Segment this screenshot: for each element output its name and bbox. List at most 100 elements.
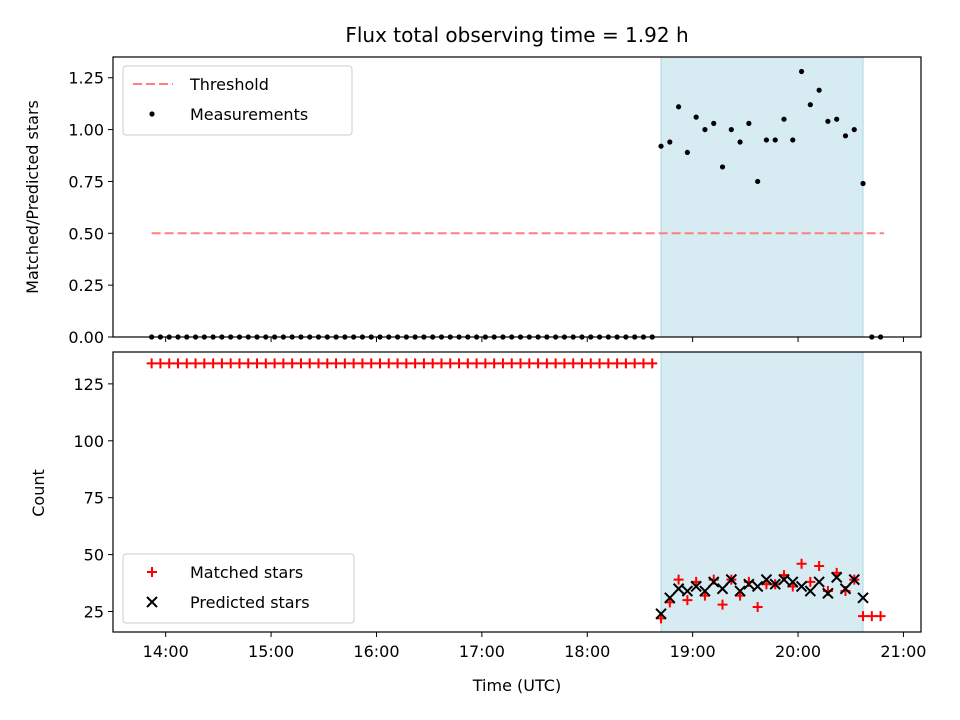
data-point	[708, 576, 720, 588]
data-point	[462, 358, 473, 369]
data-point	[234, 358, 245, 369]
x-tick-label: 16:00	[353, 642, 399, 661]
data-point	[374, 358, 385, 369]
data-point	[684, 149, 690, 156]
data-point	[383, 358, 394, 369]
data-point	[787, 576, 799, 588]
data-point	[252, 358, 263, 369]
data-point	[839, 583, 852, 595]
data-point	[313, 358, 324, 369]
data-point	[348, 358, 359, 369]
data-point	[445, 358, 456, 369]
data-point	[620, 358, 631, 369]
data-point	[667, 139, 673, 145]
data-point	[427, 358, 438, 369]
data-point	[796, 558, 807, 569]
data-point	[559, 358, 570, 369]
data-point	[594, 358, 605, 369]
data-point	[857, 592, 869, 604]
data-point	[781, 116, 787, 122]
data-point	[693, 114, 699, 120]
data-point	[805, 576, 816, 587]
data-point	[851, 126, 857, 133]
data-point	[401, 358, 412, 369]
top-y-axis-label: Matched/Predicted stars	[23, 100, 42, 294]
x-tick-label: 19:00	[670, 642, 716, 661]
data-point	[366, 358, 377, 369]
data-point	[804, 585, 817, 597]
data-point	[497, 358, 508, 369]
data-point	[717, 599, 728, 610]
data-point	[830, 571, 843, 584]
legend-label: Matched stars	[190, 563, 303, 582]
data-point	[699, 585, 711, 597]
bottom-panel: 14:00 15:00 16:00 17:00 18:00 19:00 20:00 21:00…	[73, 351, 926, 661]
data-point	[673, 574, 684, 585]
y-tick-label: 50	[84, 546, 104, 565]
data-point	[243, 358, 254, 369]
y-tick-label: 100	[73, 432, 104, 451]
data-point	[612, 358, 623, 369]
data-point	[287, 358, 298, 369]
bottom-legend: Matched stars Predicted stars	[122, 553, 355, 624]
y-tick-label: 25	[84, 603, 104, 622]
data-point	[664, 592, 676, 604]
data-point	[172, 358, 183, 369]
data-point	[436, 358, 447, 369]
data-point	[798, 68, 805, 75]
y-tick-label: 0.75	[68, 172, 104, 191]
data-point	[672, 583, 685, 595]
data-point	[711, 120, 717, 126]
data-point	[225, 358, 236, 369]
top-shaded-region	[660, 56, 864, 338]
data-point	[790, 137, 796, 143]
data-point	[603, 358, 614, 369]
data-point	[260, 358, 271, 369]
data-point	[807, 102, 813, 108]
data-point	[181, 358, 192, 369]
data-point	[550, 358, 561, 369]
top-axes-frame	[112, 56, 922, 338]
data-point	[322, 358, 333, 369]
data-point	[795, 580, 808, 593]
legend-box	[122, 553, 355, 624]
data-point	[392, 358, 403, 369]
data-point	[357, 358, 368, 369]
x-axis-label: Time (UTC)	[472, 676, 561, 695]
data-point	[647, 358, 658, 369]
y-tick-label: 75	[84, 489, 104, 508]
legend-label: Predicted stars	[190, 593, 310, 612]
x-tick-label: 20:00	[775, 642, 821, 661]
x-tick-label: 18:00	[564, 642, 610, 661]
data-point	[304, 358, 315, 369]
data-point	[858, 611, 869, 622]
data-point	[682, 595, 693, 606]
data-point	[813, 576, 825, 588]
data-point	[658, 143, 664, 149]
legend-box	[122, 65, 353, 136]
data-point	[702, 126, 708, 133]
legend-label: Threshold	[189, 75, 269, 94]
data-point	[146, 358, 157, 369]
x-tick-label: 21:00	[880, 642, 926, 661]
data-point	[524, 358, 535, 369]
data-point	[814, 560, 825, 571]
data-point	[278, 358, 289, 369]
y-tick-label: 0.25	[68, 276, 104, 295]
top-panel: 0.00 0.25 0.50 0.75 1.00 1.25 Threshold Measure…	[68, 56, 922, 347]
data-point	[860, 180, 866, 187]
data-point	[769, 578, 781, 590]
data-point	[331, 358, 342, 369]
data-point	[269, 358, 280, 369]
data-point	[164, 358, 175, 369]
bottom-axes-frame	[112, 351, 922, 633]
data-point	[471, 358, 482, 369]
chart-title: Flux total observing time = 1.92 h	[345, 23, 688, 47]
data-point	[190, 358, 201, 369]
data-point	[638, 358, 649, 369]
data-point	[737, 139, 743, 145]
data-point	[506, 358, 517, 369]
data-point	[743, 578, 755, 590]
data-point	[778, 573, 790, 586]
